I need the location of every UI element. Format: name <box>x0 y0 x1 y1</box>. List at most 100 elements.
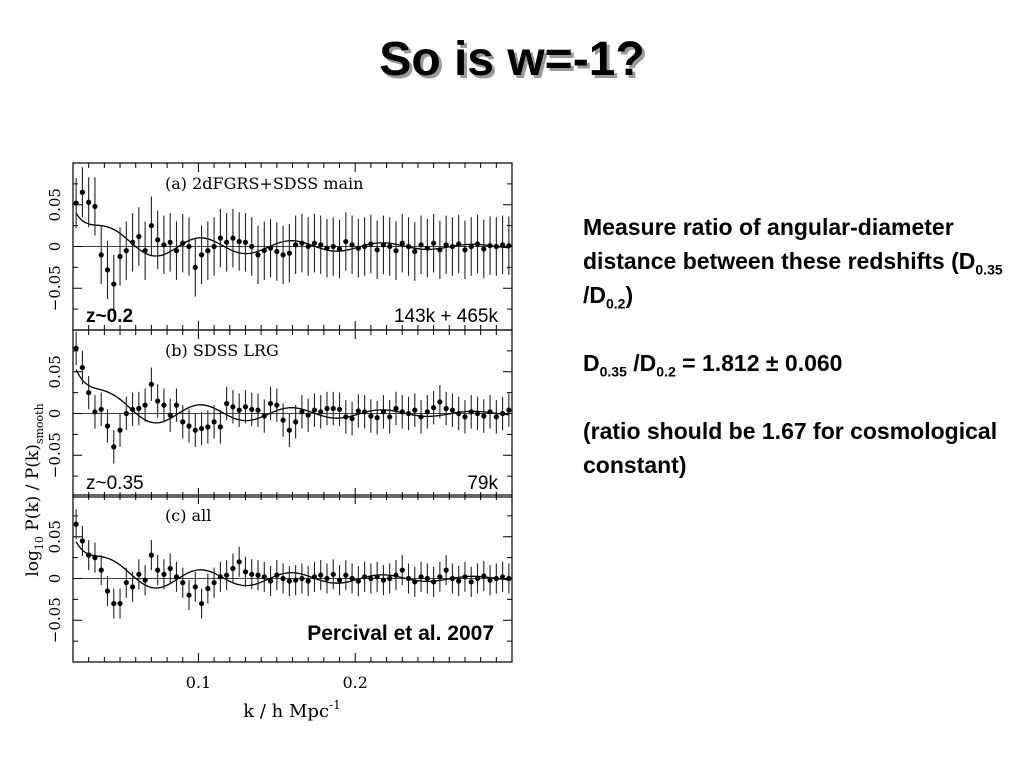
data-point <box>92 203 98 210</box>
data-point <box>330 405 336 412</box>
data-point <box>418 414 424 420</box>
data-point <box>117 253 123 260</box>
data-point <box>123 410 129 417</box>
data-point <box>111 281 117 287</box>
data-point <box>330 571 336 577</box>
data-point <box>499 242 506 248</box>
ratio-result-paragraph: D0.35 /D0.2 = 1.812 ± 0.060 <box>583 346 1003 380</box>
data-point <box>399 567 405 573</box>
data-point <box>92 555 98 561</box>
data-point <box>387 575 393 582</box>
data-point <box>192 427 198 433</box>
data-point <box>299 409 305 415</box>
data-point <box>481 246 487 252</box>
data-point <box>456 410 462 417</box>
data-point <box>487 409 493 415</box>
data-point <box>318 242 324 248</box>
data-point <box>249 243 255 250</box>
y-tick-label: −0.05 <box>46 432 64 478</box>
data-point <box>387 414 393 420</box>
model-curve <box>75 369 509 424</box>
data-point <box>493 414 499 420</box>
data-point <box>217 424 223 430</box>
data-point <box>506 407 512 413</box>
data-point <box>424 575 430 582</box>
data-point <box>73 521 79 527</box>
data-point <box>280 252 286 258</box>
data-point <box>437 574 443 580</box>
model-curve <box>75 212 509 257</box>
data-point <box>443 567 449 573</box>
data-point <box>205 248 211 254</box>
data-point <box>261 574 267 580</box>
ratio-d: D <box>583 350 600 376</box>
data-point <box>180 240 186 246</box>
data-point <box>173 574 180 580</box>
x-axis-label-main: k / h Mpc <box>243 701 329 722</box>
data-point <box>142 402 148 408</box>
data-point <box>305 578 311 584</box>
data-point <box>186 592 192 598</box>
redshift-label: z~0.2 <box>86 306 133 327</box>
data-point <box>349 242 355 248</box>
data-point <box>230 235 236 241</box>
measure-mid: /D <box>583 282 606 308</box>
y-axis-label: log10 P(k) / P(k)smooth <box>23 403 46 576</box>
data-point <box>380 577 387 583</box>
data-point <box>506 575 512 582</box>
data-point <box>368 413 374 419</box>
data-point <box>293 242 299 248</box>
data-point <box>79 364 86 371</box>
data-point <box>318 572 324 578</box>
panel-1: −0.05 0 0.05 (a) 2dFGRS+SDSS main z~0.2 143k … <box>46 162 513 331</box>
panel-title: (b) SDSS LRG <box>165 341 279 360</box>
data-point <box>355 578 361 584</box>
data-point <box>368 241 374 247</box>
data-point <box>129 239 136 245</box>
data-point <box>311 240 318 246</box>
data-point <box>186 243 192 250</box>
data-point <box>242 404 249 410</box>
data-point <box>318 409 324 415</box>
data-point <box>487 243 493 249</box>
data-point <box>374 415 380 421</box>
data-point <box>393 405 399 412</box>
data-point <box>167 565 173 572</box>
measure-text: Measure ratio of angular-diameter distan… <box>583 214 976 274</box>
data-point <box>167 239 173 245</box>
ratio-mid: /D <box>626 350 657 376</box>
data-point <box>280 417 286 423</box>
data-point <box>305 412 311 418</box>
data-point <box>437 399 443 405</box>
data-point <box>155 237 161 243</box>
model-curve <box>75 541 509 589</box>
data-point <box>431 240 437 246</box>
data-point <box>148 552 154 558</box>
data-point <box>161 402 167 408</box>
data-point <box>424 409 430 415</box>
data-point <box>449 575 456 582</box>
data-point <box>412 407 418 413</box>
data-point <box>468 243 474 250</box>
ratio-sub-035: 0.35 <box>599 363 627 380</box>
data-point <box>418 242 424 248</box>
panel-3: −0.05 0 0.05 (c) all 0.1 0.2 Percival et al. 2… <box>46 494 513 692</box>
data-point <box>123 580 129 586</box>
data-point <box>73 200 79 206</box>
data-point <box>205 424 211 430</box>
data-point <box>474 575 481 582</box>
data-point <box>217 235 223 241</box>
data-point <box>236 407 242 413</box>
y-tick-label: 0 <box>46 574 64 584</box>
x-tick-label: 0.1 <box>186 673 211 692</box>
x-tick-label: 0.2 <box>342 673 367 692</box>
measure-sub-035: 0.35 <box>975 261 1003 278</box>
data-point <box>311 574 318 580</box>
data-point <box>324 575 330 582</box>
data-point <box>449 407 456 413</box>
data-point <box>180 580 186 586</box>
data-point <box>117 427 123 433</box>
data-point <box>506 243 512 249</box>
data-point <box>249 406 255 412</box>
panel-title: (c) all <box>165 506 211 525</box>
